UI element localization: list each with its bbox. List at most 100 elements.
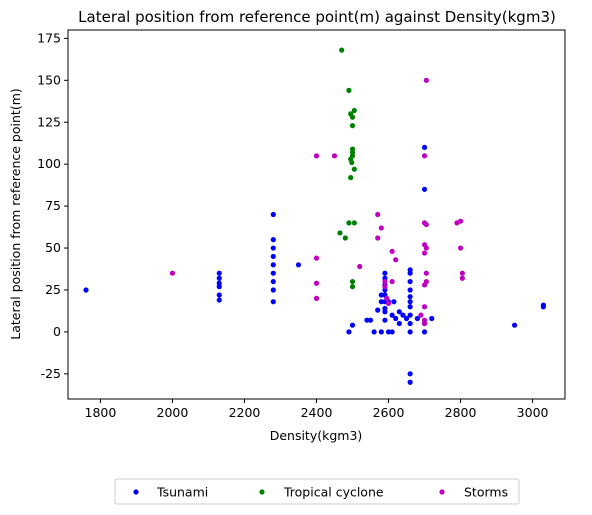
point-storms (313, 295, 320, 301)
legend-label-tsunami: Tsunami (156, 485, 208, 500)
point-storms (418, 312, 424, 318)
point-tsunami (346, 329, 352, 335)
point-tsunami (407, 379, 413, 385)
x-axis-ticks: 1800 2000 2200 2400 2600 2800 3000 (85, 399, 549, 420)
point-tsunami (270, 287, 276, 293)
point-tsunami (216, 275, 222, 281)
point-tsunami (393, 315, 399, 322)
point-storms (423, 278, 429, 285)
x-tick-label: 2000 (157, 405, 189, 420)
point-tsunami (295, 262, 302, 268)
point-tsunami (349, 322, 356, 328)
point-tsunami (270, 278, 276, 285)
point-tsunami (270, 237, 276, 243)
y-tick-label: 100 (37, 156, 61, 171)
point-tsunami (270, 270, 276, 276)
point-tsunami (389, 329, 395, 335)
point-storms (421, 304, 428, 310)
legend-label-tropical-cyclone: Tropical cyclone (283, 485, 384, 500)
point-tsunami (407, 320, 413, 327)
point-tsunami (382, 309, 388, 315)
x-tick-label: 3000 (517, 405, 549, 420)
point-storms (313, 153, 320, 159)
point-storms (382, 278, 388, 285)
legend-marker-tsunami (133, 489, 139, 495)
point-storms (384, 295, 390, 301)
x-tick-label: 2600 (373, 405, 405, 420)
point-tsunami (364, 317, 370, 323)
y-tick-label: 175 (37, 30, 61, 45)
point-tropical-cyclone (342, 235, 348, 241)
point-tsunami (407, 270, 413, 276)
point-tsunami (421, 144, 428, 151)
point-storms (393, 257, 399, 263)
point-tsunami (396, 309, 402, 315)
point-tropical-cyclone (351, 220, 357, 226)
point-tsunami (270, 262, 276, 268)
x-tick-label: 1800 (85, 405, 117, 420)
point-tsunami (407, 371, 413, 377)
y-axis-ticks: -25 0 25 50 75 100 125 150 175 (37, 30, 68, 381)
point-tsunami (407, 278, 413, 285)
point-storms (423, 270, 429, 276)
point-storms (385, 300, 392, 306)
legend-label-storms: Storms (464, 485, 508, 500)
point-tropical-cyclone (337, 230, 343, 236)
point-tsunami (378, 299, 384, 305)
point-tsunami (407, 287, 413, 293)
point-storms (421, 320, 428, 327)
point-tsunami (403, 315, 410, 322)
point-tsunami (407, 312, 413, 318)
point-storms (459, 275, 465, 281)
point-tsunami (371, 329, 377, 335)
point-storms (457, 218, 464, 224)
point-tsunami (270, 211, 276, 218)
point-storms (389, 278, 395, 285)
legend-marker-storms (439, 489, 445, 495)
point-tsunami (407, 294, 413, 300)
point-tsunami (391, 299, 397, 305)
point-storms (169, 270, 176, 276)
point-tsunami (367, 317, 374, 323)
y-tick-label: 25 (45, 282, 61, 297)
y-tick-label: 75 (45, 198, 61, 213)
point-tsunami (382, 270, 388, 276)
x-axis-label: Density(kgm3) (270, 428, 363, 443)
legend-frame (114, 478, 520, 505)
point-tsunami (270, 245, 276, 251)
point-tsunami (421, 329, 428, 335)
point-tropical-cyclone (349, 278, 356, 285)
point-tropical-cyclone (339, 47, 345, 53)
point-storms (382, 284, 388, 290)
point-tropical-cyclone (349, 123, 356, 129)
legend-marker-tropical-cyclone (259, 489, 265, 495)
x-tick-label: 2400 (301, 405, 333, 420)
point-tsunami (389, 312, 395, 318)
point-storms (378, 225, 384, 231)
y-tick-label: 150 (37, 72, 61, 87)
point-tsunami (382, 317, 388, 323)
point-tropical-cyclone (349, 159, 355, 166)
point-tsunami (83, 287, 89, 293)
point-tsunami (378, 329, 384, 335)
point-storms (375, 211, 381, 218)
point-tsunami (375, 307, 381, 313)
chart-title: Lateral position from reference point(m)… (78, 8, 556, 26)
point-tsunami (511, 322, 518, 328)
point-tropical-cyclone (349, 284, 356, 290)
point-tsunami (216, 292, 222, 298)
x-tick-label: 2200 (229, 405, 261, 420)
point-tsunami (385, 329, 392, 335)
point-tsunami (407, 299, 413, 305)
plot-area (67, 29, 566, 400)
point-storms (423, 77, 429, 83)
y-tick-label: 0 (53, 324, 61, 339)
x-tick-label: 2800 (445, 405, 477, 420)
point-storms (459, 270, 465, 276)
legend: Tsunami Tropical cyclone Storms (114, 478, 520, 505)
point-tsunami (378, 292, 384, 298)
data-points (83, 47, 546, 385)
point-tropical-cyclone (346, 87, 352, 93)
point-storms (421, 153, 428, 159)
